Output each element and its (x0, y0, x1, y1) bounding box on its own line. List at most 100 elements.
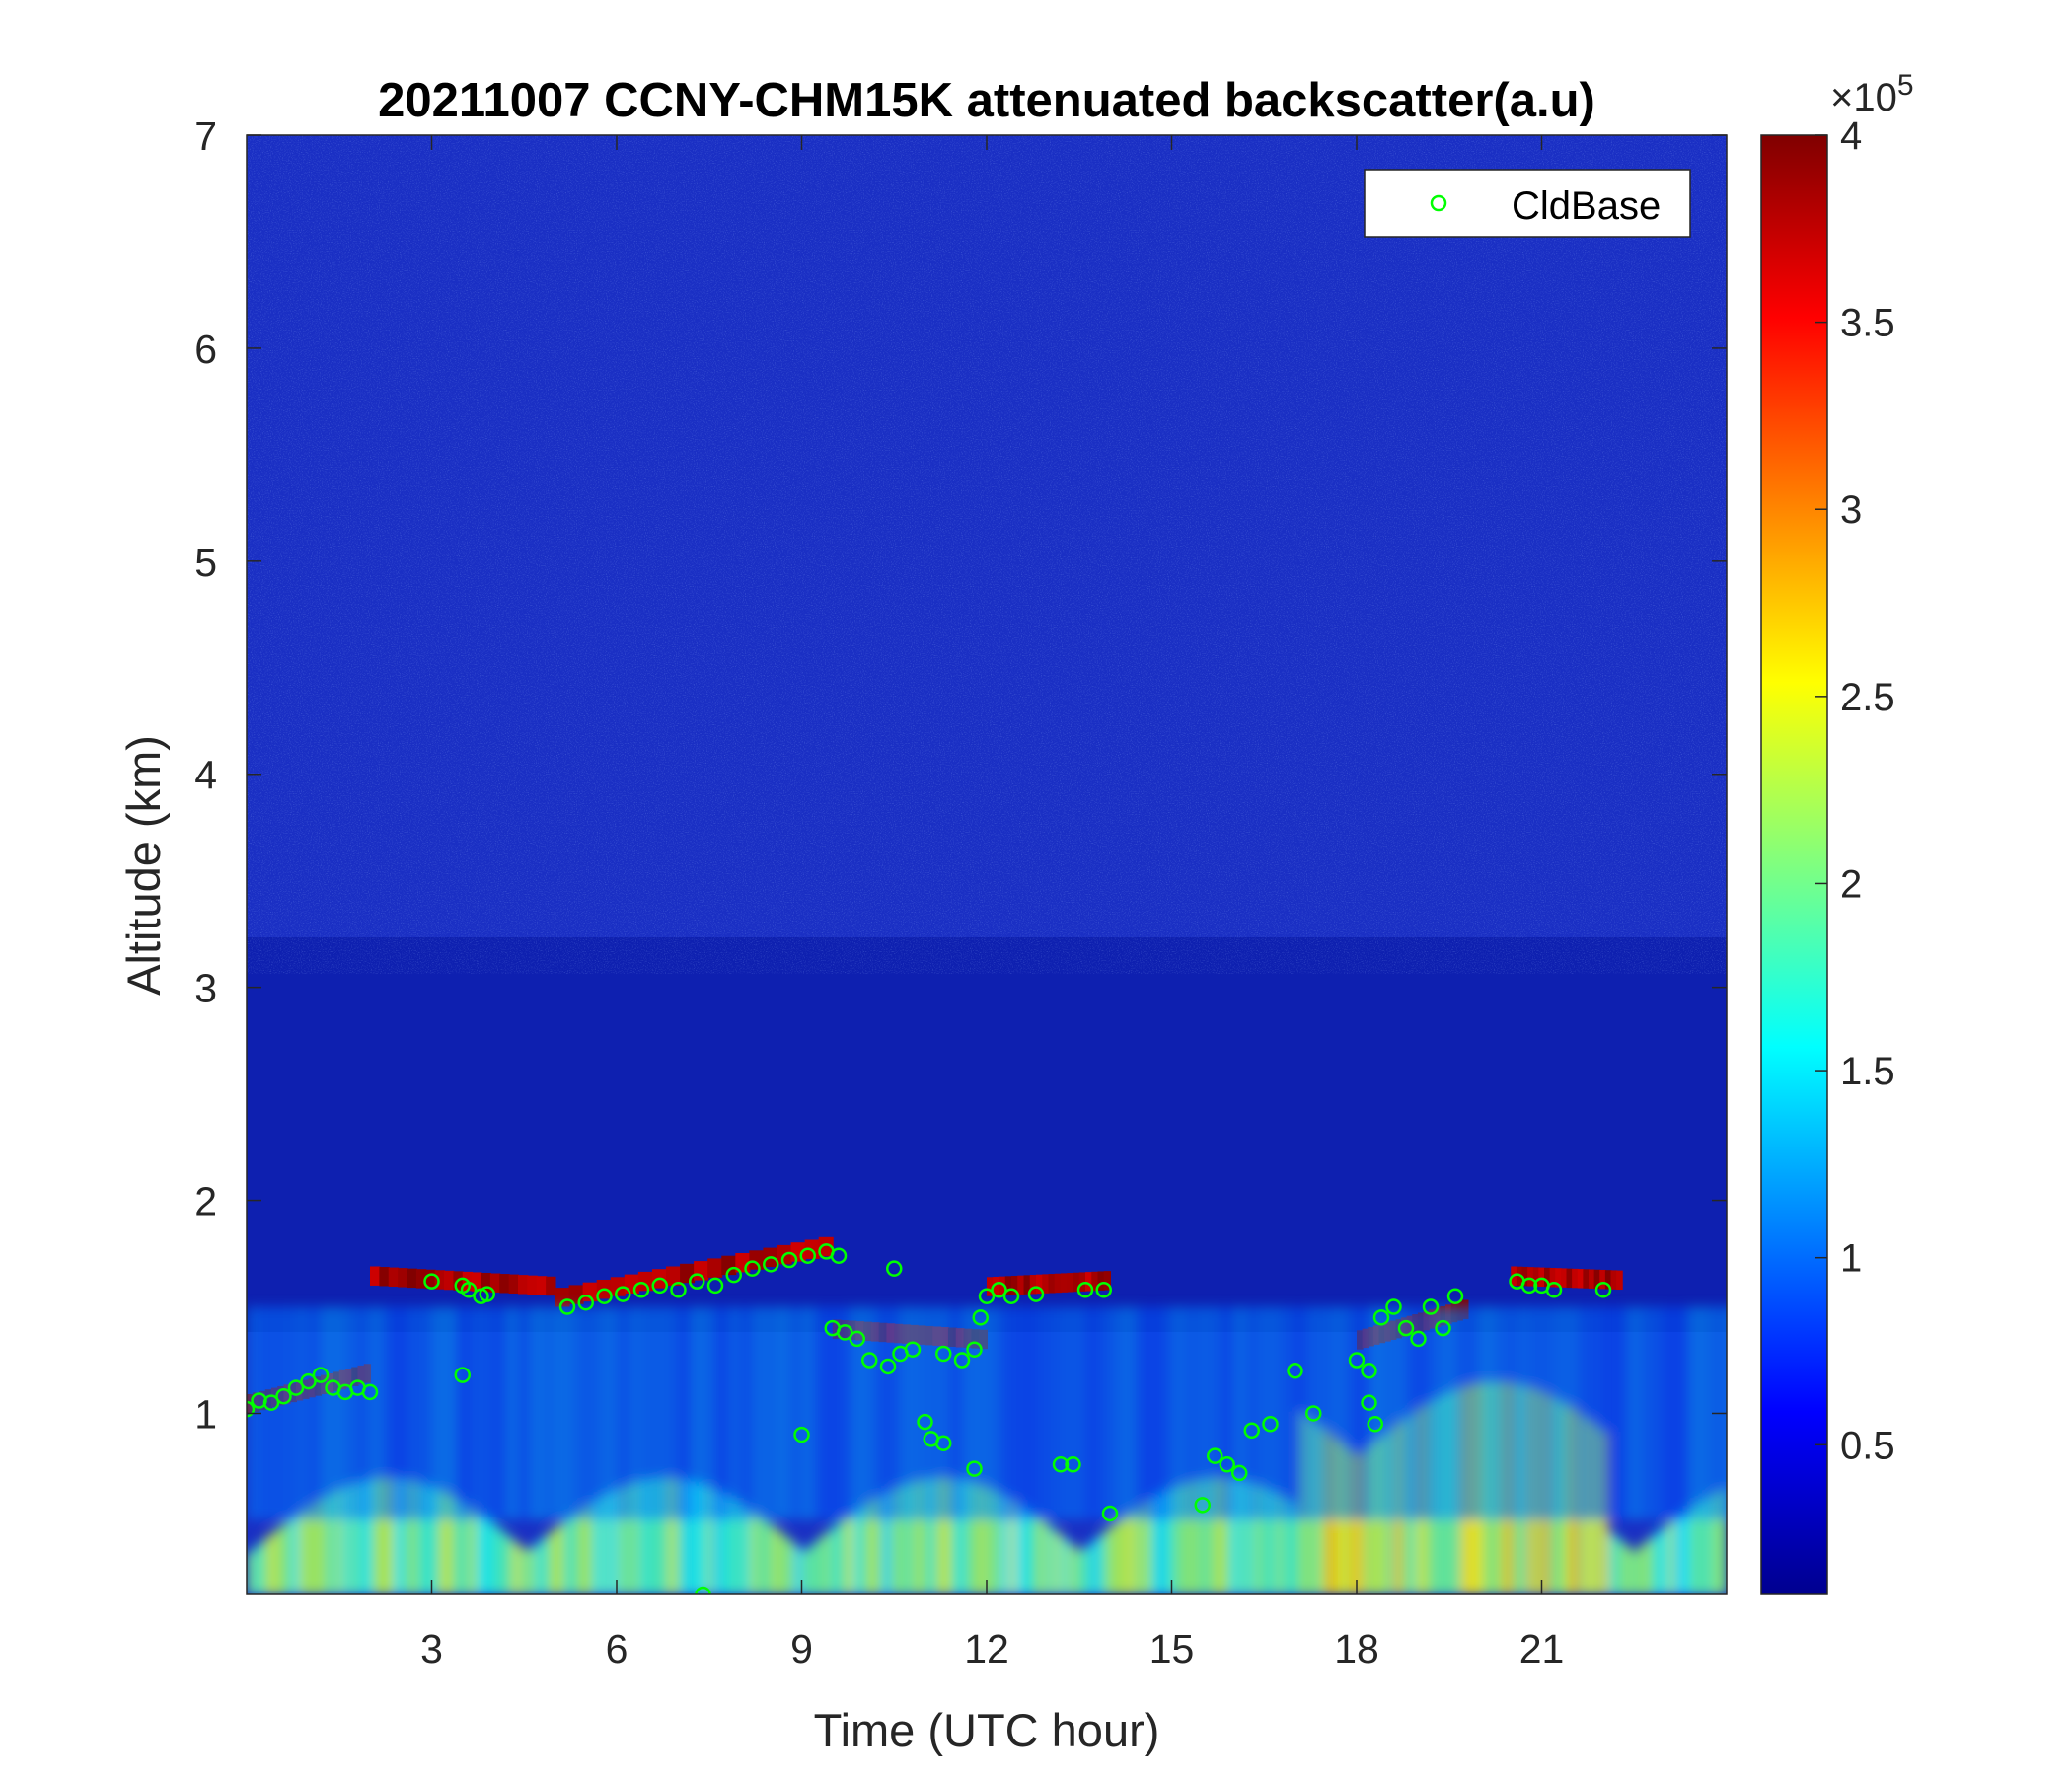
mid-level-cell (937, 1306, 951, 1520)
cloud-layer-cell (546, 1276, 556, 1296)
cloud-layer-cell (415, 1269, 427, 1289)
boundary-layer-cell (927, 1477, 936, 1594)
cldbase-point (275, 1387, 292, 1405)
mid-level-cell (505, 1306, 519, 1520)
colorbar-tick-label: 1 (1840, 1237, 1862, 1281)
boundary-layer-cell (1283, 1498, 1292, 1594)
boundary-layer-cell (276, 1526, 285, 1594)
mid-level-cell (863, 1306, 877, 1520)
mid-level-cell (1393, 1306, 1407, 1520)
cldbase-point (651, 1277, 668, 1295)
mid-level-cell (259, 1306, 272, 1520)
boundary-layer-cell (617, 1486, 626, 1594)
mid-level-cell (1591, 1306, 1604, 1520)
cloud-layer-cell (508, 1274, 519, 1295)
cloud-layer-cell (1078, 1272, 1086, 1292)
mid-level-cell (1689, 1306, 1703, 1520)
boundary-layer-cell (860, 1504, 869, 1594)
y-tick-label: 4 (194, 753, 217, 798)
mid-level-cell (579, 1306, 593, 1520)
colorbar-ticks: 0.5 1 1.5 2 2.5 3 3.5 4 (1815, 114, 1895, 1467)
cloud-layer-cell (1054, 1273, 1062, 1294)
boundary-layer-cell (1046, 1525, 1055, 1594)
boundary-layer-cell (1290, 1502, 1298, 1594)
boundary-layer-cell (868, 1500, 877, 1594)
mid-level-cell (962, 1306, 976, 1520)
cldbase-point (695, 1586, 711, 1594)
cldbase-point (725, 1266, 742, 1284)
cloud-layer-cell (555, 1288, 570, 1307)
boundary-layer-cell (979, 1485, 988, 1594)
boundary-layer-cell (557, 1523, 566, 1594)
colorbar-tick-label: 1.5 (1840, 1050, 1895, 1093)
mid-level-cell (1023, 1306, 1037, 1520)
boundary-layer-cell (1209, 1477, 1218, 1594)
mid-level-cell (1196, 1306, 1210, 1520)
mid-level-cell (1122, 1306, 1136, 1520)
boundary-layer-cell (1674, 1516, 1683, 1594)
cloud-layer-cell (407, 1268, 417, 1289)
y-tick-label: 6 (194, 327, 217, 372)
boundary-layer-cell (1342, 1445, 1351, 1594)
mid-level-cell (1727, 1307, 1739, 1520)
cldbase-point (615, 1286, 631, 1302)
cldbase-point (1594, 1281, 1612, 1298)
mid-level-cell (1529, 1306, 1543, 1520)
boundary-layer-cell (824, 1531, 833, 1594)
cloud-layer-cell (1097, 1271, 1105, 1291)
cldbase-point (1367, 1416, 1383, 1433)
boundary-layer-cell (1031, 1515, 1040, 1594)
cloud-layer-cell (1583, 1269, 1590, 1289)
boundary-layer-cell (1638, 1545, 1647, 1594)
boundary-layer-cell (572, 1513, 581, 1594)
y-tick-label: 2 (194, 1179, 217, 1224)
boundary-layer-cell (735, 1501, 744, 1594)
boundary-layer-cell (254, 1545, 262, 1594)
x-axis-label: Time (UTC hour) (814, 1704, 1160, 1756)
mid-level-cell (1702, 1306, 1716, 1520)
cldbase-point (632, 1281, 650, 1298)
mid-level-cell (382, 1306, 396, 1520)
cloud-layer-cell (398, 1268, 408, 1288)
boundary-layer-cell (913, 1480, 922, 1594)
boundary-layer-cell (883, 1491, 892, 1594)
mid-level-cell (1332, 1306, 1346, 1520)
colorbar-tick-label: 3.5 (1840, 302, 1895, 345)
boundary-layer-cell (1016, 1504, 1025, 1594)
heatmap-boundary-layer (247, 1306, 1739, 1594)
cloud-layer-cell (1085, 1272, 1093, 1292)
boundary-layer-cell (1105, 1528, 1114, 1594)
cloud-layer-cell (1067, 1273, 1074, 1293)
cloud-layer-cell (1091, 1271, 1099, 1292)
cldbase-point (1194, 1497, 1211, 1514)
mid-level-cell (691, 1306, 704, 1520)
boundary-layer-cell (809, 1544, 818, 1594)
cldbase-point (799, 1247, 816, 1264)
cldbase-point (1262, 1416, 1279, 1433)
mid-level-cell (703, 1306, 716, 1520)
boundary-layer-cell (1660, 1526, 1668, 1594)
cldbase-point (879, 1358, 897, 1375)
boundary-layer-cell (380, 1477, 389, 1594)
mid-level-cell (839, 1306, 852, 1520)
mid-level-cell (481, 1306, 494, 1520)
mid-level-cell (1541, 1306, 1555, 1520)
mid-level-cell (518, 1306, 532, 1520)
boundary-layer-cell (342, 1485, 351, 1594)
mid-level-cell (407, 1306, 420, 1520)
boundary-layer-cell (1275, 1494, 1284, 1594)
mid-level-cell (1147, 1306, 1160, 1520)
boundary-layer-cell (839, 1519, 848, 1594)
cloud-layer-cell (818, 1236, 834, 1257)
boundary-layer-cell (668, 1477, 677, 1594)
cloud-layer-cell (489, 1273, 501, 1293)
heatmap-lower-dark-band (247, 937, 1727, 1332)
cldbase-point (935, 1435, 952, 1451)
mid-level-cell (1110, 1306, 1124, 1520)
boundary-layer-cell (313, 1500, 322, 1594)
boundary-layer-cell (298, 1510, 307, 1594)
mid-level-cell (1431, 1306, 1444, 1520)
boundary-layer-cell (395, 1477, 404, 1594)
cldbase-point (793, 1426, 810, 1443)
